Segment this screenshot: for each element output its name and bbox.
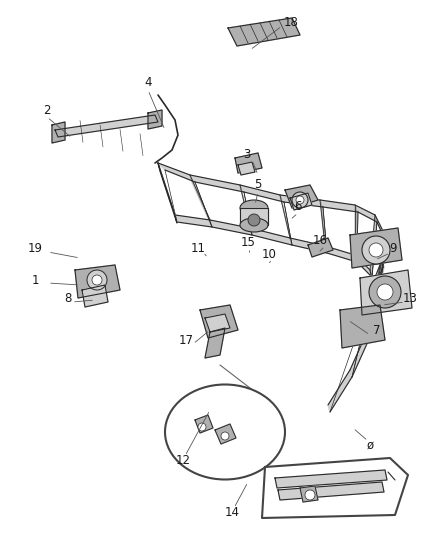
Polygon shape	[370, 260, 383, 297]
Text: ø: ø	[367, 439, 374, 451]
Circle shape	[87, 270, 107, 290]
Polygon shape	[350, 330, 370, 377]
Text: 12: 12	[176, 454, 191, 466]
Polygon shape	[148, 110, 162, 129]
Polygon shape	[52, 122, 65, 143]
Circle shape	[369, 243, 383, 257]
Circle shape	[221, 432, 229, 440]
Polygon shape	[325, 246, 357, 262]
Polygon shape	[158, 163, 177, 223]
Polygon shape	[240, 185, 252, 235]
Text: 17: 17	[179, 334, 194, 346]
Text: 11: 11	[191, 241, 205, 254]
Text: 5: 5	[254, 179, 261, 191]
Text: 13: 13	[403, 292, 417, 304]
Text: 6: 6	[294, 200, 302, 214]
Polygon shape	[280, 195, 292, 245]
Polygon shape	[190, 175, 212, 227]
Polygon shape	[278, 482, 384, 500]
Text: 19: 19	[28, 241, 42, 254]
Polygon shape	[370, 215, 377, 277]
Text: 2: 2	[43, 103, 51, 117]
Circle shape	[305, 490, 315, 500]
Circle shape	[377, 284, 393, 300]
Circle shape	[248, 214, 260, 226]
Polygon shape	[275, 470, 387, 488]
Polygon shape	[290, 238, 327, 253]
Ellipse shape	[240, 218, 268, 232]
Polygon shape	[250, 228, 292, 245]
Polygon shape	[280, 195, 323, 207]
Text: 14: 14	[225, 506, 240, 520]
Polygon shape	[238, 162, 255, 175]
Polygon shape	[382, 235, 386, 267]
Text: 16: 16	[312, 233, 328, 246]
Polygon shape	[175, 215, 212, 227]
Polygon shape	[375, 215, 386, 242]
Text: 10: 10	[261, 248, 276, 262]
Circle shape	[292, 192, 308, 208]
Polygon shape	[210, 220, 252, 235]
Circle shape	[198, 423, 206, 431]
Polygon shape	[82, 285, 108, 307]
Text: 3: 3	[244, 149, 251, 161]
Text: 8: 8	[64, 292, 72, 304]
Polygon shape	[355, 205, 377, 222]
Polygon shape	[368, 295, 377, 337]
Polygon shape	[328, 370, 352, 412]
Polygon shape	[240, 185, 284, 202]
Polygon shape	[200, 305, 238, 338]
Polygon shape	[215, 424, 236, 444]
Polygon shape	[228, 18, 300, 46]
Polygon shape	[195, 415, 213, 433]
Polygon shape	[75, 265, 120, 298]
Text: 9: 9	[389, 241, 397, 254]
Ellipse shape	[165, 384, 285, 480]
Polygon shape	[290, 193, 312, 210]
Text: 1: 1	[31, 273, 39, 287]
Polygon shape	[158, 163, 195, 182]
Circle shape	[362, 236, 390, 264]
Polygon shape	[368, 260, 384, 337]
Circle shape	[369, 276, 401, 308]
Polygon shape	[235, 153, 262, 173]
Polygon shape	[55, 115, 158, 137]
Polygon shape	[355, 205, 357, 262]
Polygon shape	[355, 255, 372, 277]
Polygon shape	[375, 235, 387, 302]
Polygon shape	[355, 290, 371, 337]
Text: 18: 18	[283, 15, 298, 28]
Text: 4: 4	[144, 77, 152, 90]
Polygon shape	[205, 314, 230, 332]
Ellipse shape	[240, 200, 268, 216]
Polygon shape	[370, 270, 377, 302]
Polygon shape	[340, 305, 385, 348]
Polygon shape	[300, 486, 318, 502]
Polygon shape	[190, 175, 244, 192]
Circle shape	[92, 275, 102, 285]
Polygon shape	[350, 228, 402, 268]
Polygon shape	[320, 200, 327, 253]
Polygon shape	[240, 208, 268, 225]
Polygon shape	[308, 238, 333, 257]
Text: 15: 15	[240, 236, 255, 248]
Polygon shape	[158, 163, 177, 222]
Circle shape	[296, 196, 304, 204]
Polygon shape	[285, 185, 318, 208]
Polygon shape	[205, 328, 225, 358]
Polygon shape	[360, 270, 412, 315]
Text: 7: 7	[373, 324, 381, 336]
Polygon shape	[320, 200, 358, 212]
Polygon shape	[262, 458, 408, 518]
